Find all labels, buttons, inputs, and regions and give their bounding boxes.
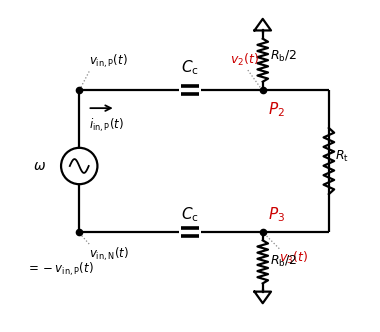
Text: $P_2$: $P_2$ [268,100,285,119]
Text: $v_2(t)$: $v_2(t)$ [230,52,258,68]
Text: $= -v_{\rm in,P}(t)$: $= -v_{\rm in,P}(t)$ [26,260,94,278]
Text: $v_{\rm in,N}(t)$: $v_{\rm in,N}(t)$ [89,245,129,263]
Text: $i_{\rm in,P}(t)$: $i_{\rm in,P}(t)$ [89,117,124,134]
Text: $\omega$: $\omega$ [33,159,46,173]
Text: $R_{\rm t}$: $R_{\rm t}$ [335,148,349,164]
Text: $R_{\rm b}/2$: $R_{\rm b}/2$ [270,49,297,64]
Text: $C_{\rm c}$: $C_{\rm c}$ [181,58,199,77]
Text: $v_{\rm in,P}(t)$: $v_{\rm in,P}(t)$ [89,53,128,70]
Text: $C_{\rm c}$: $C_{\rm c}$ [181,205,199,224]
Text: $v_3(t)$: $v_3(t)$ [279,250,308,266]
Text: $R_{\rm b}/2$: $R_{\rm b}/2$ [270,254,297,270]
Text: $P_3$: $P_3$ [268,205,285,224]
